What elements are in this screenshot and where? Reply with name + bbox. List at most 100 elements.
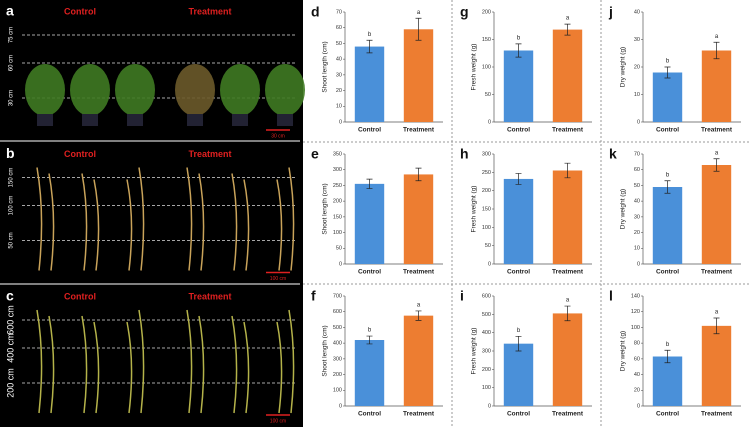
error-bar xyxy=(713,317,720,335)
y-tick-label: 0 xyxy=(488,119,491,125)
height-label: 60 cm xyxy=(9,55,15,71)
y-tick-label: 300 xyxy=(333,167,342,173)
y-tick-label: 60 xyxy=(634,167,640,173)
significance-letter: b xyxy=(666,59,670,65)
y-tick-label: 400 xyxy=(482,330,491,336)
pot xyxy=(37,114,53,126)
panel-letter: e xyxy=(311,146,319,162)
height-label: 150 cm xyxy=(9,168,15,188)
y-axis-title: Dry weight (g) xyxy=(620,189,627,229)
bar xyxy=(652,356,683,406)
error-bar xyxy=(664,66,671,79)
y-tick-label: 0 xyxy=(488,403,491,409)
bar xyxy=(503,343,534,406)
y-tick-label: 0 xyxy=(339,261,342,267)
y-tick-label: 20 xyxy=(634,388,640,394)
y-tick-label: 50 xyxy=(634,183,640,189)
y-tick-label: 300 xyxy=(482,348,491,354)
panel-letter: g xyxy=(460,4,469,20)
plant xyxy=(36,167,43,271)
x-tick-label: Control xyxy=(358,127,381,134)
significance-letter: b xyxy=(666,172,670,178)
plant xyxy=(48,173,55,271)
scale-label: 30 cm xyxy=(271,133,285,139)
y-tick-label: 40 xyxy=(336,57,342,63)
error-bar xyxy=(515,335,522,352)
y-tick-label: 250 xyxy=(333,183,342,189)
panel-letter: i xyxy=(460,288,464,304)
y-axis-title: Fresh weight (g) xyxy=(471,328,478,375)
y-tick-label: 20 xyxy=(634,64,640,70)
significance-letter: a xyxy=(715,150,719,156)
error-bar xyxy=(415,17,422,41)
error-bar xyxy=(366,335,373,345)
bar xyxy=(354,340,385,406)
bar xyxy=(552,29,583,123)
error-bar xyxy=(713,158,720,172)
y-tick-label: 100 xyxy=(482,225,491,231)
pot xyxy=(232,114,248,126)
y-tick-label: 20 xyxy=(634,230,640,236)
height-label: 30 cm xyxy=(9,90,15,106)
y-tick-label: 0 xyxy=(339,119,342,125)
height-label: 50 cm xyxy=(9,232,15,248)
bar xyxy=(403,174,434,264)
x-tick-label: Control xyxy=(507,269,530,276)
error-bar xyxy=(366,178,373,189)
plant xyxy=(288,167,295,271)
y-tick-label: 0 xyxy=(488,261,491,267)
significance-letter: a xyxy=(566,298,570,304)
scale-label: 100 cm xyxy=(270,276,286,282)
y-tick-label: 200 xyxy=(482,9,491,15)
height-label: 200 cm xyxy=(5,368,15,398)
x-tick-label: Control xyxy=(656,269,679,276)
y-tick-label: 40 xyxy=(634,9,640,15)
y-tick-label: 60 xyxy=(634,356,640,362)
plant xyxy=(186,167,193,271)
y-tick-label: 120 xyxy=(631,309,640,315)
plant xyxy=(138,167,145,271)
error-bar xyxy=(515,173,522,185)
panel-letter: c xyxy=(6,288,14,304)
plant xyxy=(48,315,55,414)
bar xyxy=(701,165,732,264)
plant xyxy=(220,64,260,116)
y-tick-label: 100 xyxy=(631,325,640,331)
y-tick-label: 140 xyxy=(631,293,640,299)
y-axis-title: Shoot length (cm) xyxy=(322,41,329,92)
y-tick-label: 100 xyxy=(333,230,342,236)
error-bar xyxy=(366,39,373,54)
y-axis-title: Dry weight (g) xyxy=(620,331,627,371)
panel-letter: l xyxy=(609,288,613,304)
y-tick-label: 10 xyxy=(336,104,342,110)
plant xyxy=(81,173,88,271)
x-tick-label: Treatment xyxy=(701,411,733,418)
group-label: Control xyxy=(64,6,96,16)
x-tick-label: Control xyxy=(358,411,381,418)
panel-letter: f xyxy=(311,288,316,304)
plant xyxy=(81,315,88,414)
significance-letter: b xyxy=(517,35,521,41)
y-tick-label: 500 xyxy=(333,325,342,331)
y-tick-label: 70 xyxy=(634,151,640,157)
pot xyxy=(187,114,203,126)
y-tick-label: 200 xyxy=(482,367,491,373)
pot xyxy=(127,114,143,126)
plant xyxy=(126,179,133,271)
height-label: 600 cm xyxy=(5,305,15,335)
bar xyxy=(503,178,534,264)
significance-letter: a xyxy=(566,16,570,22)
plant xyxy=(115,64,155,116)
y-tick-label: 40 xyxy=(634,372,640,378)
error-bar xyxy=(664,180,671,194)
plant xyxy=(93,321,100,414)
y-tick-label: 350 xyxy=(333,151,342,157)
y-tick-label: 100 xyxy=(482,64,491,70)
y-tick-label: 40 xyxy=(634,199,640,205)
bar xyxy=(652,72,683,122)
y-tick-label: 0 xyxy=(637,261,640,267)
plant xyxy=(198,173,205,271)
error-bar xyxy=(713,41,720,60)
x-tick-label: Treatment xyxy=(552,411,584,418)
